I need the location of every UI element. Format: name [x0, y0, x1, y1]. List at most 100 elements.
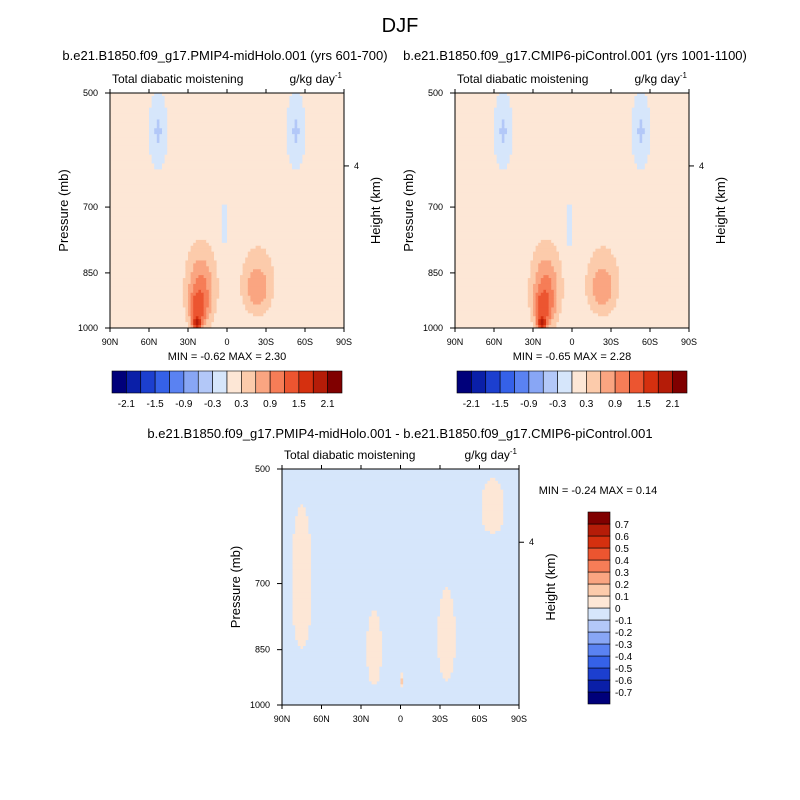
field-cell [206, 260, 218, 264]
colorbar-label: 1.5 [637, 399, 651, 410]
field-cell [305, 131, 344, 135]
field-cell [240, 289, 249, 294]
field-cell [440, 613, 454, 618]
field-cell [292, 575, 312, 579]
field-cell [553, 242, 568, 247]
field-cell [190, 295, 194, 300]
field-cell [437, 622, 457, 626]
field-cell [305, 140, 344, 144]
field-cell [559, 316, 689, 320]
field-cell [556, 298, 563, 303]
field-cell [308, 516, 483, 520]
colorbar-label: -0.3 [615, 640, 633, 651]
field-cell [592, 286, 612, 291]
field-cell [110, 210, 223, 215]
field-cell [206, 278, 212, 282]
field-cell [110, 289, 184, 294]
field-cell [368, 628, 381, 632]
field-cell [282, 584, 294, 588]
field-cell [255, 245, 262, 250]
field-cell [551, 313, 555, 317]
field-cell [453, 607, 519, 612]
field-cell [193, 269, 210, 273]
field-cell [282, 681, 373, 685]
field-cell [455, 301, 529, 306]
field-cell [553, 269, 563, 273]
field-cell [592, 251, 612, 256]
field-cell [543, 322, 547, 326]
field-cell [507, 166, 638, 170]
field-cell [551, 239, 568, 244]
field-cell [587, 272, 596, 276]
field-cell [585, 281, 594, 285]
x-tick-label: 60S [471, 714, 487, 724]
x-tick-label: 60N [313, 714, 330, 724]
colorbar-label: -2.1 [118, 399, 136, 410]
field-cell [494, 125, 503, 129]
field-cell [295, 522, 309, 526]
field-cell [611, 292, 620, 297]
colorbar-box [643, 370, 659, 394]
field-cell [447, 678, 519, 682]
field-cell [455, 637, 519, 641]
field-cell [282, 640, 299, 644]
field-cell [556, 304, 563, 309]
field-cell [442, 672, 452, 677]
field-cell [190, 292, 197, 297]
field-cell [455, 131, 495, 135]
field-cell [297, 640, 307, 644]
field-cell [455, 654, 519, 659]
field-cell [595, 275, 612, 279]
field-cell [282, 554, 294, 559]
field-cell [282, 643, 299, 647]
field-cell [271, 301, 344, 306]
field-cell [299, 163, 344, 168]
field-cell [453, 598, 519, 603]
field-cell [110, 104, 153, 109]
field-cell [450, 595, 519, 600]
field-cell [530, 310, 534, 314]
field-cell [282, 498, 483, 503]
field-cell [206, 322, 212, 326]
field-cell [149, 110, 168, 115]
field-cell [551, 307, 557, 311]
field-cell [642, 122, 651, 126]
stats-label: MIN = -0.65 MAX = 2.28 [513, 351, 632, 363]
field-cell [455, 128, 495, 132]
field-cell [376, 681, 402, 685]
field-cell [592, 278, 612, 282]
field-cell [546, 316, 552, 320]
field-cell [211, 292, 220, 297]
field-cell [482, 498, 504, 503]
field-cell [503, 504, 519, 508]
field-cell [585, 289, 594, 294]
field-cell [535, 292, 542, 297]
field-cell [282, 504, 302, 508]
field-cell [164, 157, 290, 162]
field-cell [487, 480, 499, 485]
field-cell [164, 95, 290, 100]
y-tick-label: 1000 [423, 323, 443, 333]
field-cell [110, 137, 150, 141]
field-cell [266, 278, 275, 282]
field-cell [559, 251, 594, 256]
field-cell [566, 236, 573, 241]
field-cell [368, 619, 381, 623]
field-cell [308, 522, 483, 526]
field-cell [494, 148, 513, 153]
field-cell [455, 175, 689, 179]
field-cell [548, 292, 555, 297]
field-cell [208, 316, 215, 320]
field-cell [631, 140, 641, 144]
field-cell [302, 160, 344, 165]
field-cell [561, 298, 589, 303]
field-cell [282, 581, 294, 585]
field-cell [297, 125, 306, 129]
field-cell [221, 225, 228, 229]
field-cell [440, 660, 454, 665]
field-cell [208, 266, 218, 270]
field-cell [455, 187, 689, 191]
field-cell [310, 604, 441, 609]
field-cell [195, 322, 199, 326]
colorbar-box [197, 370, 213, 394]
